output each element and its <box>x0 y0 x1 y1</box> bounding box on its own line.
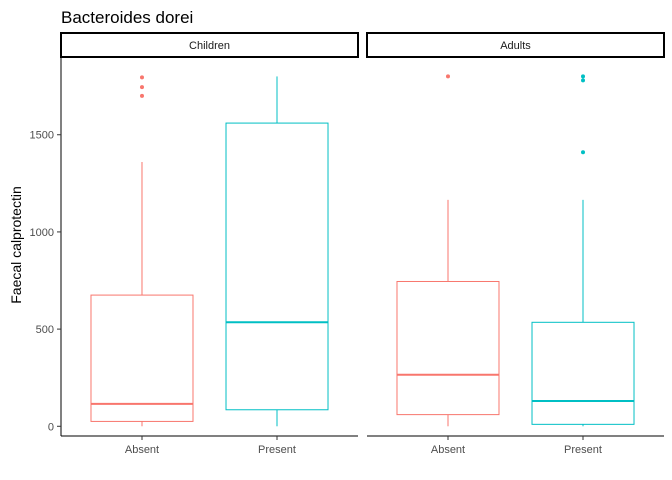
outlier-point <box>581 78 586 83</box>
outlier-point <box>581 150 586 155</box>
outlier-point <box>139 75 144 80</box>
y-tick-label: 1500 <box>30 130 54 142</box>
boxplot-absent <box>396 74 500 427</box>
y-tick-label: 500 <box>36 324 54 336</box>
y-tick-label: 0 <box>48 421 54 433</box>
x-tick-label: Absent <box>125 444 159 456</box>
box-iqr <box>90 294 194 422</box>
boxplot-present <box>225 76 329 427</box>
boxplot-present <box>531 74 635 427</box>
outlier-point <box>445 74 450 79</box>
x-tick-label: Present <box>258 444 296 456</box>
box-iqr <box>225 122 329 411</box>
facet-strip <box>60 32 359 58</box>
x-tick-label: Absent <box>431 444 465 456</box>
outlier-point <box>139 85 144 90</box>
outlier-point <box>139 93 144 98</box>
y-tick-label: 1000 <box>30 227 54 239</box>
facet-panel-adults: Adults Absent Present <box>366 32 665 456</box>
facet-strip-label: Children <box>189 40 230 52</box>
box-iqr <box>531 321 635 425</box>
y-axis-title: Faecal calprotectin <box>8 186 24 304</box>
chart-title: Bacteroides dorei <box>61 8 193 27</box>
facet-strip-label: Adults <box>500 40 531 52</box>
facet-panel-children: Children 0 500 1000 1500 Absent Present <box>30 32 359 456</box>
outlier-point <box>581 74 586 79</box>
x-tick-label: Present <box>564 444 602 456</box>
facet-strip <box>366 32 665 58</box>
box-iqr <box>396 280 500 416</box>
boxplot-absent <box>90 75 194 427</box>
